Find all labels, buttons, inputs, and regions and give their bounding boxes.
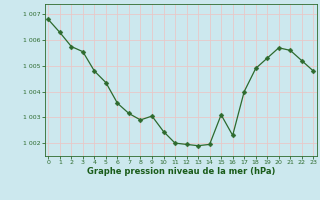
X-axis label: Graphe pression niveau de la mer (hPa): Graphe pression niveau de la mer (hPa)	[87, 167, 275, 176]
